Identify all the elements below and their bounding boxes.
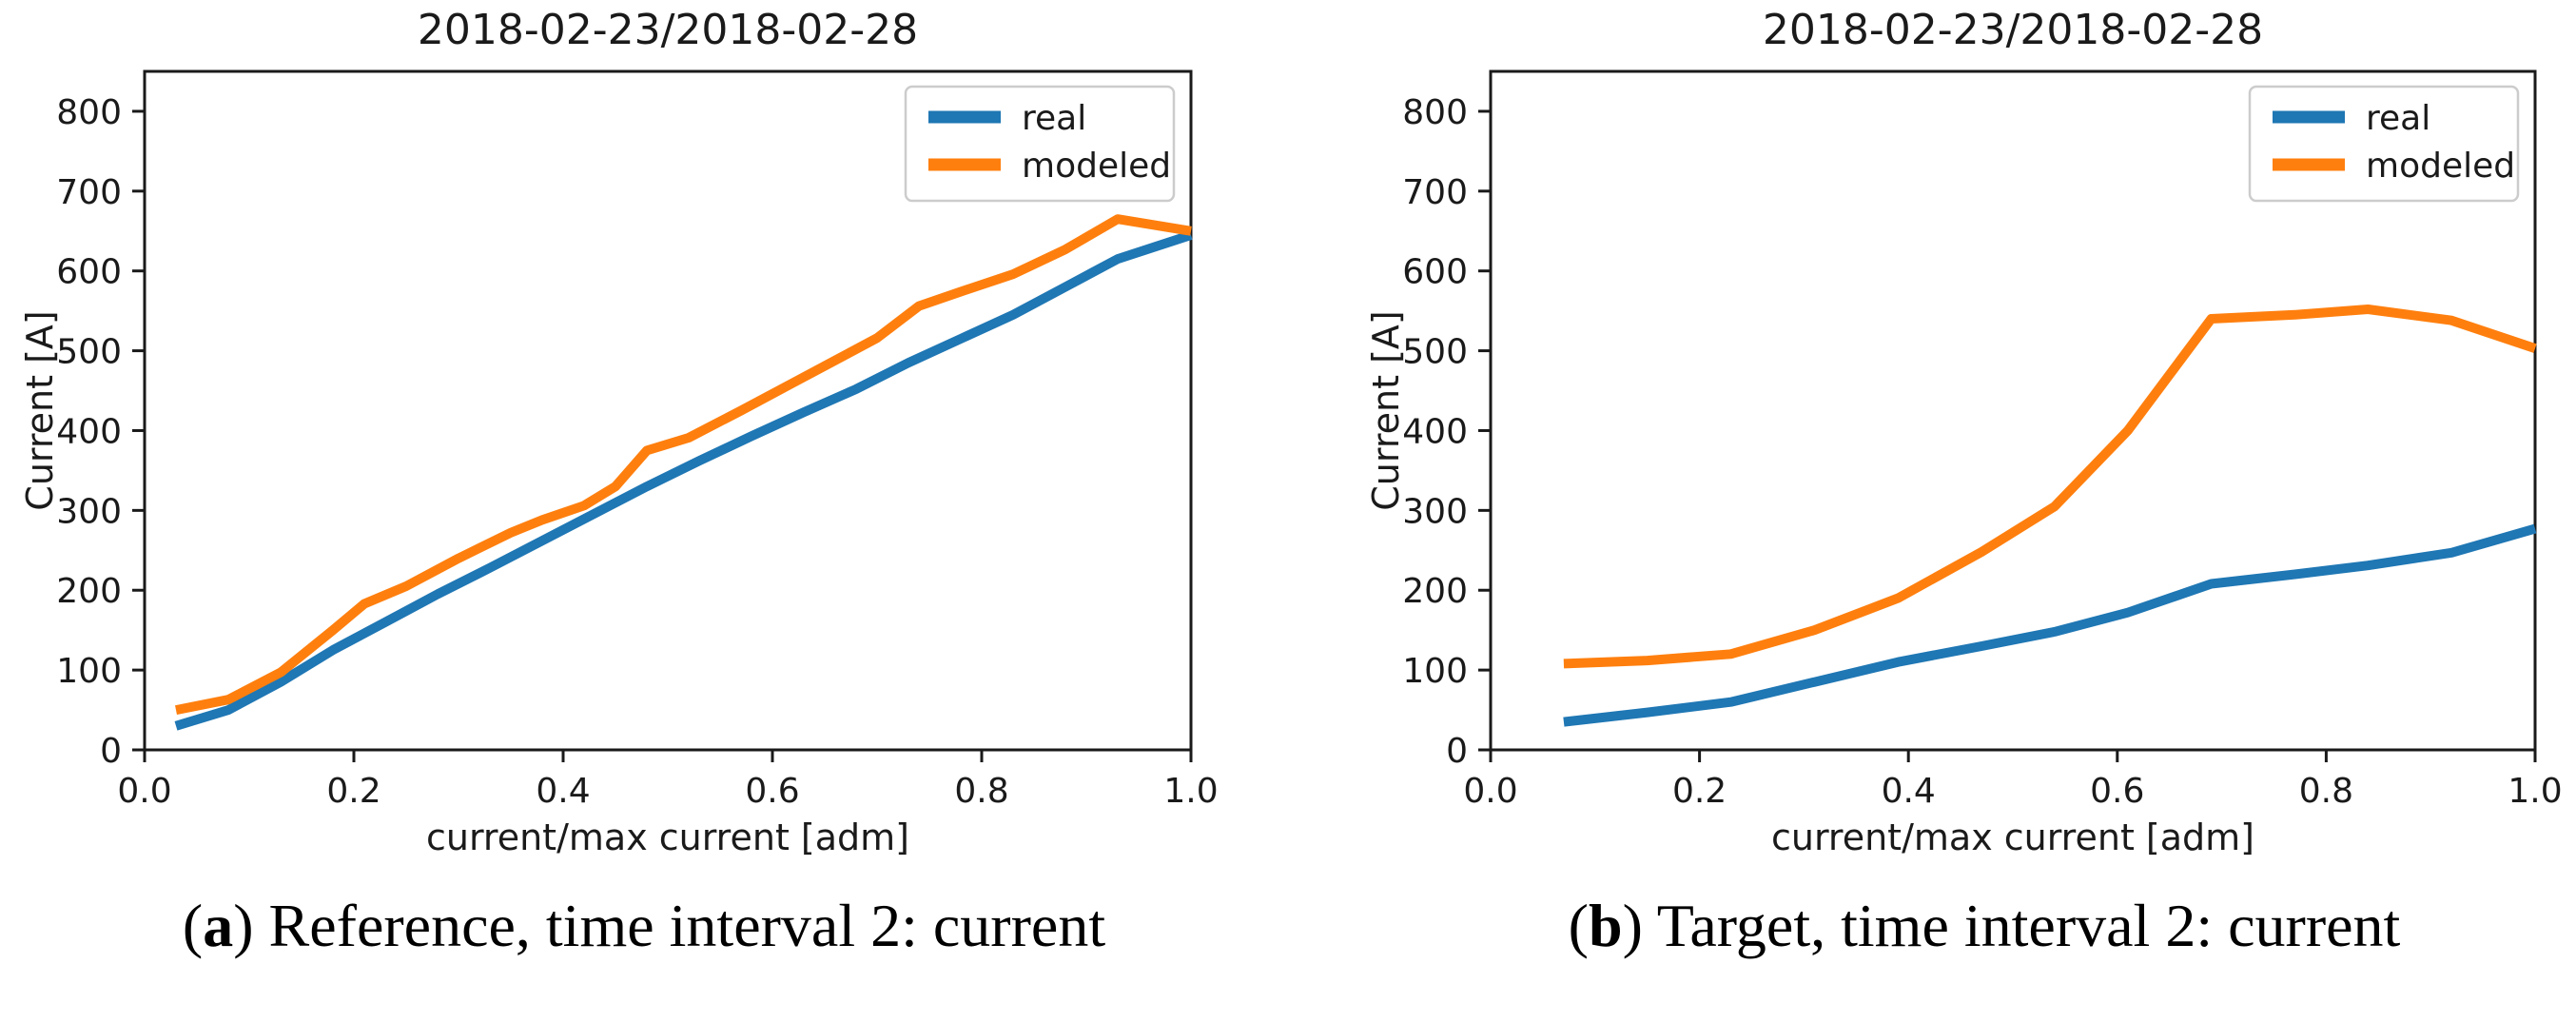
caption-a-open: ( <box>182 892 204 959</box>
plot-border <box>143 69 1193 752</box>
caption-b: (b) Target, time interval 2: current <box>1288 892 2576 959</box>
x-tick-label: 0.6 <box>2090 772 2144 811</box>
y-tick-label: 100 <box>56 652 122 691</box>
series-line-modeled <box>175 214 1192 716</box>
legend-label-modeled: modeled <box>2366 147 2515 186</box>
y-tick-label: 800 <box>1402 93 1468 132</box>
caption-a-letter: a <box>203 892 234 959</box>
x-axis-label: current/max current [adm] <box>426 816 909 858</box>
y-tick-label: 600 <box>56 253 122 292</box>
caption-a: (a) Reference, time interval 2: current <box>0 892 1288 959</box>
y-tick-label: 200 <box>1402 572 1468 611</box>
chart-canvas-a: 2018-02-23/2018-02-280.0 0.2 0.4 0.6 0.8 1.00… <box>19 6 1219 858</box>
y-tick-label: 700 <box>56 173 122 212</box>
y-tick-label: 0 <box>1446 732 1468 771</box>
caption-b-open: ( <box>1568 892 1589 959</box>
chart-title: 2018-02-23/2018-02-28 <box>418 6 918 54</box>
caption-b-text: ) Target, time interval 2: current <box>1622 892 2401 959</box>
y-tick-label: 100 <box>1402 652 1468 691</box>
y-tick-label: 400 <box>56 412 122 451</box>
x-tick-label: 0.0 <box>117 772 171 811</box>
x-axis: 0.0 0.2 0.4 0.6 0.8 1.0 <box>117 750 1219 811</box>
y-tick-label: 200 <box>56 572 122 611</box>
legend-label-real: real <box>2366 99 2430 138</box>
panel-a: 2018-02-23/2018-02-28 0.0 0.2 0.4 0.6 0.8 1.0 0… <box>0 0 1288 866</box>
y-tick-label: 400 <box>1402 412 1468 451</box>
y-tick-label: 300 <box>56 492 122 531</box>
series-line-real <box>174 230 1193 731</box>
caption-b-letter: b <box>1588 892 1623 959</box>
x-tick-label: 0.4 <box>536 772 590 811</box>
y-tick-label: 500 <box>56 333 122 372</box>
figure-row: 2018-02-23/2018-02-28 0.0 0.2 0.4 0.6 0.8 1.0 0… <box>0 0 2576 866</box>
x-tick-label: 0.8 <box>2299 772 2353 811</box>
x-axis: 0.0 0.2 0.4 0.6 0.8 1.0 <box>1463 750 2563 811</box>
x-tick-label: 1.0 <box>2508 772 2562 811</box>
x-tick-label: 0.6 <box>745 772 799 811</box>
y-tick-label: 300 <box>1402 492 1468 531</box>
legend-label-modeled: modeled <box>1022 147 1171 186</box>
y-axis-label: Current [A] <box>1365 310 1407 510</box>
chart-canvas-b: 2018-02-23/2018-02-280.0 0.2 0.4 0.6 0.8 1.00… <box>1365 6 2563 858</box>
plot-border <box>1489 69 2537 752</box>
y-tick-label: 700 <box>1402 173 1468 212</box>
x-tick-label: 0.8 <box>954 772 1008 811</box>
y-tick-label: 500 <box>1402 333 1468 372</box>
x-axis-label: current/max current [adm] <box>1771 816 2254 858</box>
y-tick-label: 0 <box>100 732 122 771</box>
x-tick-label: 0.2 <box>326 772 381 811</box>
y-axis-label: Current [A] <box>19 310 61 510</box>
legend-label-real: real <box>1022 99 1086 138</box>
y-tick-label: 800 <box>56 93 122 132</box>
y-axis: 0 100 200 300 400 500 600 700 800 <box>1402 93 1491 771</box>
x-tick-label: 0.2 <box>1672 772 1727 811</box>
y-axis: 0 100 200 300 400 500 600 700 800 <box>56 93 145 771</box>
legend: real modeled <box>904 85 1176 203</box>
x-tick-label: 1.0 <box>1163 772 1218 811</box>
x-tick-label: 0.4 <box>1882 772 1936 811</box>
y-tick-label: 600 <box>1402 253 1468 292</box>
series-line-modeled <box>1563 305 2537 669</box>
chart-title: 2018-02-23/2018-02-28 <box>1763 6 2263 54</box>
legend: real modeled <box>2248 85 2520 203</box>
series-line-real <box>1563 523 2537 727</box>
x-tick-label: 0.0 <box>1463 772 1517 811</box>
caption-a-text: ) Reference, time interval 2: current <box>233 892 1106 959</box>
panel-b: 2018-02-23/2018-02-28 0.0 0.2 0.4 0.6 0.8 1.0 0… <box>1288 0 2576 866</box>
caption-row: (a) Reference, time interval 2: current … <box>0 892 2576 959</box>
